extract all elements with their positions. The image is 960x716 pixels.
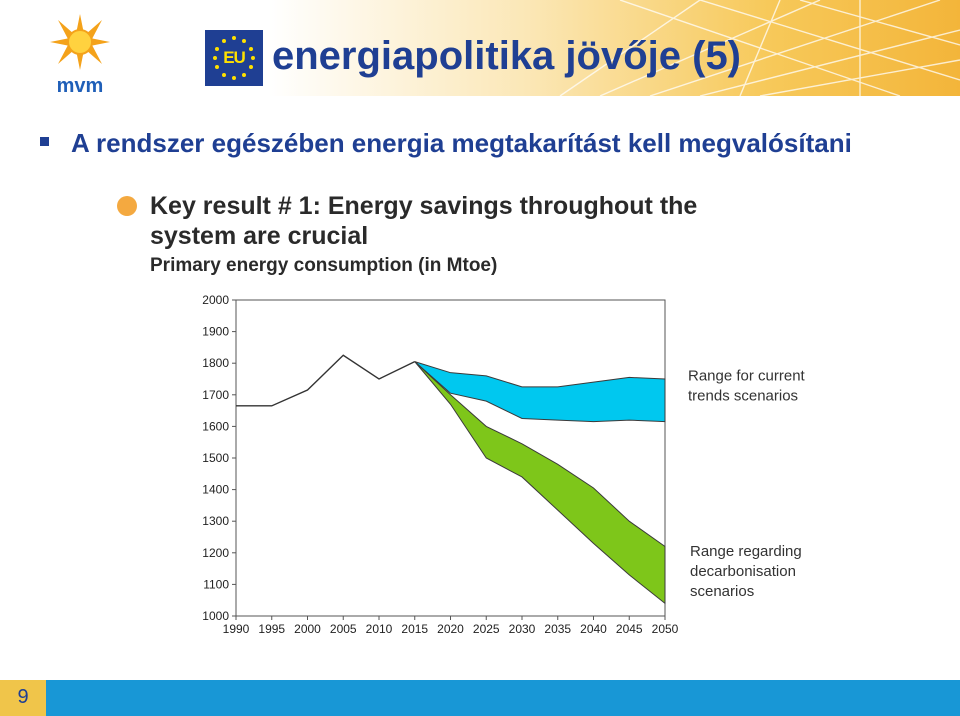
x-tick-label: 2035 — [544, 622, 571, 636]
x-tick-label: 1990 — [223, 622, 250, 636]
bullet-item: A rendszer egészében energia megtakarítá… — [40, 128, 852, 159]
y-tick-label: 1000 — [202, 609, 229, 623]
page-title: energiapolitika jövője (5) — [272, 34, 742, 78]
bullet-text: A rendszer egészében energia megtakarítá… — [71, 128, 852, 158]
plot-frame — [235, 299, 666, 617]
plot-layer: 1000 1100 1200 1300 1400 1500 1600 1700 1800 1900… — [202, 293, 805, 636]
y-tick-label: 1600 — [202, 419, 229, 433]
legend-label: trends scenarios — [688, 388, 798, 405]
legend-label: decarbonisation — [690, 563, 796, 580]
chart-svg: Key result # 1: Energy savings throughou… — [116, 186, 842, 654]
x-tick-label: 2015 — [401, 622, 428, 636]
chart-subtitle: Primary energy consumption (in Mtoe) — [150, 255, 497, 276]
header-band — [0, 0, 960, 96]
y-tick-label: 1800 — [202, 356, 229, 370]
y-tick-label: 1300 — [202, 514, 229, 528]
x-tick-label: 2020 — [437, 622, 464, 636]
y-tick-label: 1100 — [203, 577, 229, 591]
x-tick-label: 2045 — [616, 622, 643, 636]
chart-image: Key result # 1: Energy savings throughou… — [116, 186, 842, 654]
page-number: 9 — [17, 686, 29, 708]
page-number-box: 9 — [0, 680, 46, 716]
x-tick-label: 2025 — [473, 622, 500, 636]
y-tick-label: 1400 — [202, 483, 229, 497]
eu-flag: EU — [205, 30, 263, 86]
y-tick-label: 1200 — [202, 546, 229, 560]
y-tick-label: 2000 — [202, 293, 229, 307]
footer-bar: 9 — [0, 680, 960, 716]
eu-label: EU — [223, 48, 246, 67]
legend-label: Range for current — [688, 368, 806, 385]
chart-orange-dot-icon — [117, 196, 137, 216]
mvm-sun-logo: mvm — [50, 14, 110, 96]
x-tick-label: 1995 — [258, 622, 285, 636]
chart-title-line2: system are crucial — [150, 222, 368, 250]
y-tick-label: 1500 — [202, 451, 229, 465]
x-tick-label: 2010 — [366, 622, 393, 636]
x-tick-label: 2030 — [509, 622, 536, 636]
series-band-decarbonisation — [414, 361, 666, 605]
logo-text: mvm — [57, 75, 104, 96]
x-tick-label: 2050 — [652, 622, 679, 636]
x-tick-label: 2000 — [294, 622, 321, 636]
x-tick-label: 2005 — [330, 622, 357, 636]
legend-label: scenarios — [690, 583, 754, 600]
historical-line — [236, 354, 416, 407]
y-tick-label: 1700 — [202, 388, 229, 402]
square-bullet-icon — [40, 136, 49, 146]
series-band-current-trends — [414, 361, 666, 423]
eu-stars-icon — [213, 36, 255, 80]
legend-label: Range regarding — [690, 543, 802, 560]
chart-title: Key result # 1: Energy savings throughou… — [150, 192, 697, 220]
x-tick-label: 2040 — [580, 622, 607, 636]
header-rays-decoration — [559, 0, 960, 96]
y-tick-label: 1900 — [202, 325, 229, 339]
